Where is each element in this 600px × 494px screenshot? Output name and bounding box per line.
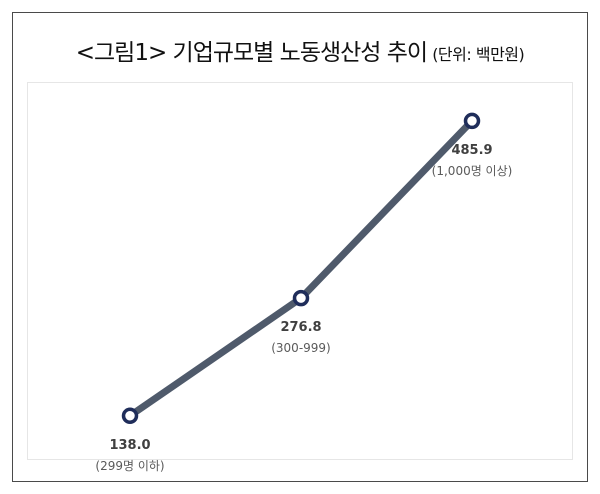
- chart-unit-label: (단위: 백만원): [432, 45, 525, 64]
- data-point-3: [463, 112, 481, 130]
- chart-title: <그림1> 기업규모별 노동생산성 추이 (단위: 백만원): [0, 33, 600, 67]
- category-label-1: (299명 이하): [95, 459, 164, 473]
- label-layer: 138.0 (299명 이하) 276.8 (300-999) 485.9 (1,000명…: [95, 143, 512, 473]
- category-label-3: (1,000명 이상): [432, 164, 513, 178]
- data-point-2: [292, 289, 310, 307]
- series-line: [126, 117, 476, 420]
- data-label-3: 485.9: [451, 143, 492, 158]
- category-label-2: (300-999): [271, 341, 331, 355]
- series-layer: [126, 117, 476, 420]
- plot-area: [27, 82, 573, 460]
- chart-title-main: <그림1> 기업규모별 노동생산성 추이: [75, 40, 428, 66]
- data-label-1: 138.0: [109, 438, 150, 453]
- data-label-2: 276.8: [280, 320, 321, 335]
- marker-layer: [121, 112, 481, 425]
- data-point-1: [121, 407, 139, 425]
